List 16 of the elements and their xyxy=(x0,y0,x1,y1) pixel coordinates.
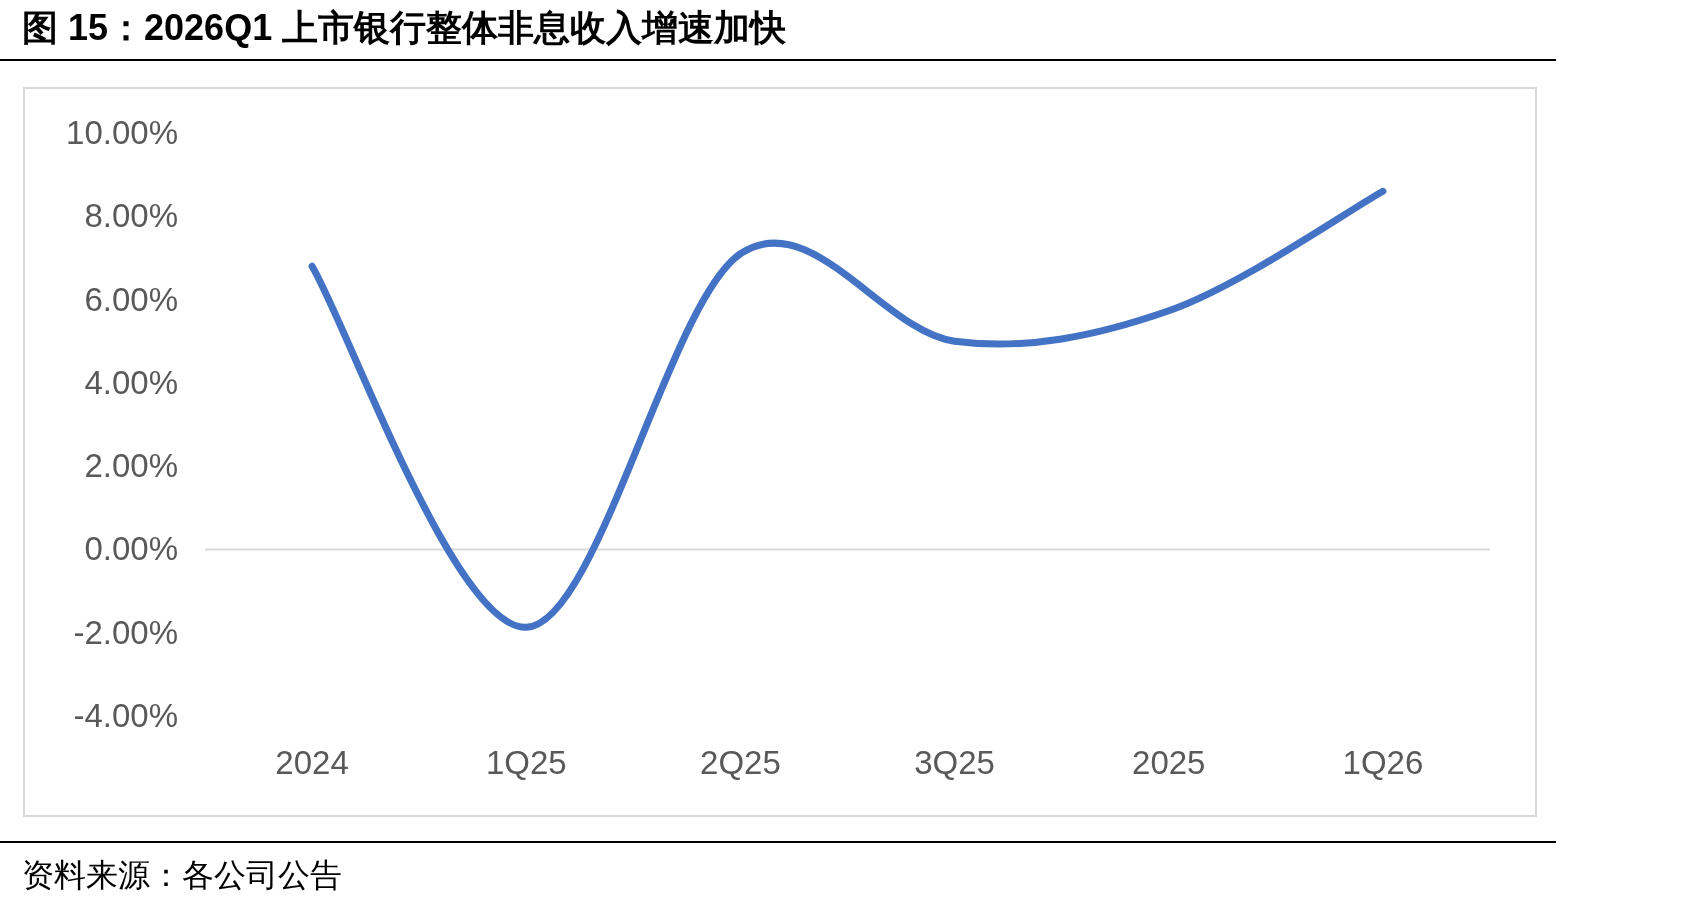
chart-title: 图 15：2026Q1 上市银行整体非息收入增速加快 xyxy=(22,7,788,48)
x-tick-label: 2025 xyxy=(1132,744,1206,781)
y-tick-label: 0.00% xyxy=(84,530,178,568)
x-tick-label: 2024 xyxy=(275,744,349,781)
y-tick-label: -4.00% xyxy=(73,697,178,734)
x-tick-label: 3Q25 xyxy=(914,744,995,781)
x-tick-label: 1Q26 xyxy=(1342,744,1424,781)
y-tick-label: -2.00% xyxy=(73,613,178,651)
x-tick-label: 1Q25 xyxy=(485,744,567,781)
text: 资料来源：各公司公告 xyxy=(22,857,342,893)
y-tick-label: 6.00% xyxy=(84,280,178,318)
y-tick-label: 8.00% xyxy=(84,197,178,235)
y-tick-label: 2.00% xyxy=(84,447,178,485)
y-tick-label: 10.00% xyxy=(66,114,178,151)
x-tick-label: 2Q25 xyxy=(700,744,781,781)
y-tick-label: 4.00% xyxy=(84,363,178,401)
